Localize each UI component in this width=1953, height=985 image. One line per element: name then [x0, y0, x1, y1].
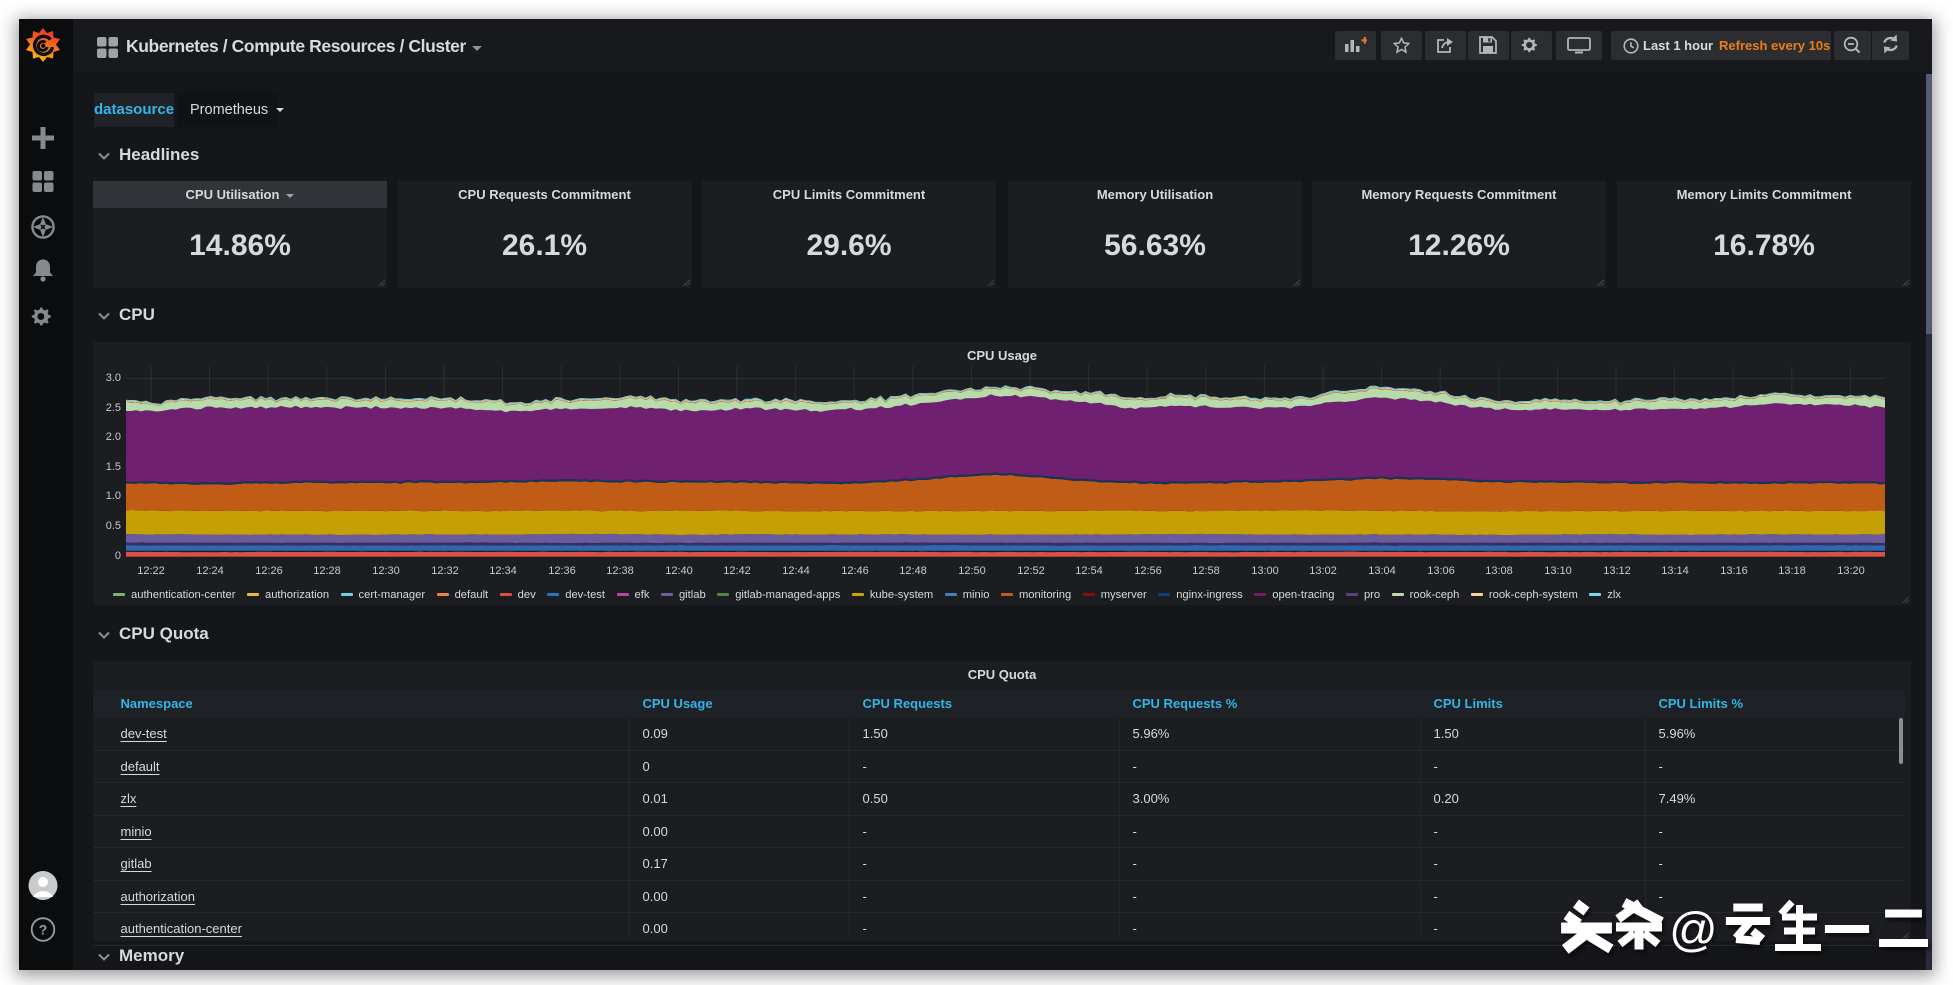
- svg-text:@: @: [1669, 904, 1718, 957]
- svg-text:?: ?: [39, 922, 48, 938]
